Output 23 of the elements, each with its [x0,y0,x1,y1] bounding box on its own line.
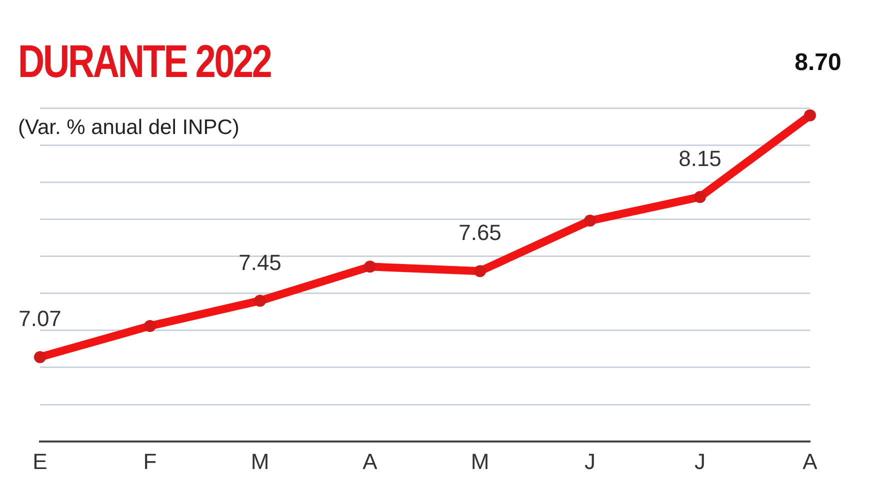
data-label: 8.15 [678,146,722,172]
point [694,190,706,203]
point [254,294,266,307]
chart-title: DURANTE 2022 [18,34,271,88]
point [364,260,376,273]
data-label: 7.07 [18,306,62,332]
point [474,265,486,278]
x-tick-label: M [470,448,490,474]
data-label: 8.70 [794,49,842,76]
x-tick-label: F [143,448,157,474]
x-tick-label: E [32,448,48,474]
point [584,214,596,227]
data-label: 7.65 [458,220,502,246]
x-tick-label: M [250,448,270,474]
x-tick-label: A [802,448,818,474]
point [804,109,816,122]
point [144,320,156,332]
data-label: 7.45 [238,250,282,275]
point [34,351,46,364]
x-tick-label: A [362,448,378,474]
x-tick-label: J [584,448,596,474]
x-tick-label: J [694,448,706,474]
chart-subtitle: (Var. % anual del INPC) [18,116,240,140]
